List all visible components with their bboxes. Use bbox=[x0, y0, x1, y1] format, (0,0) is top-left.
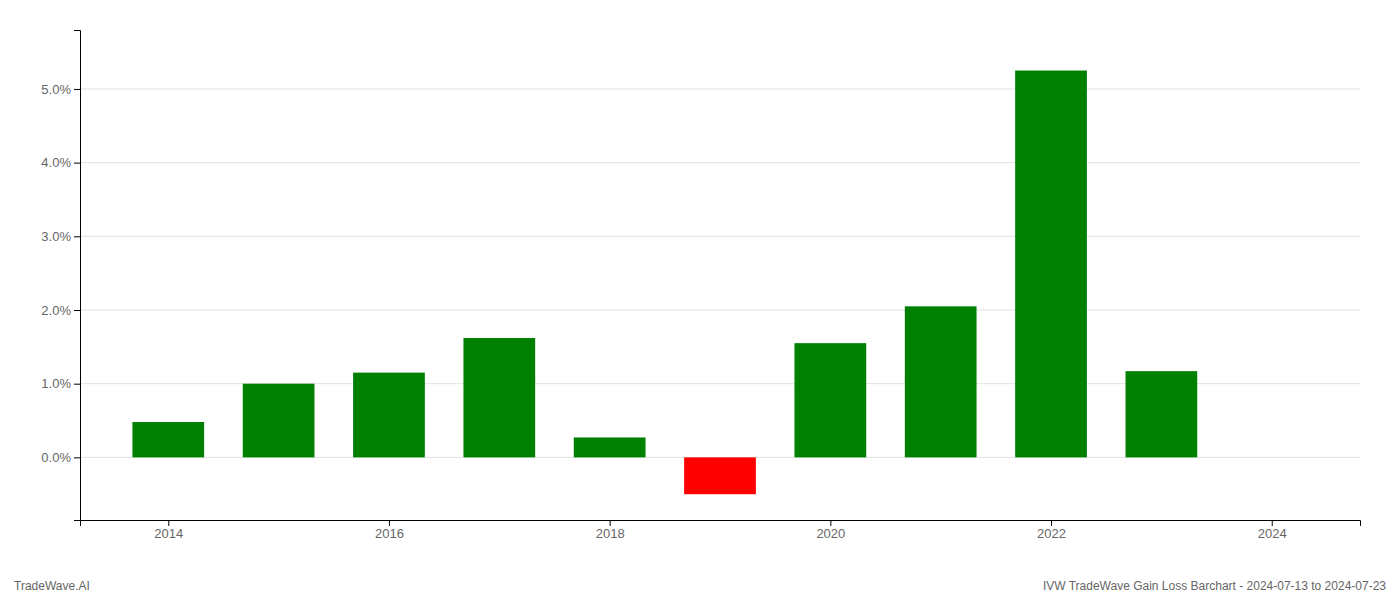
y-tick-mark bbox=[74, 236, 80, 237]
x-tick: 2024 bbox=[1258, 520, 1287, 541]
x-tick-mark bbox=[168, 520, 169, 526]
y-tick-label: 4.0% bbox=[41, 155, 71, 170]
y-tick-mark bbox=[74, 384, 80, 385]
x-tick: 2016 bbox=[375, 520, 404, 541]
x-tick-mark bbox=[610, 520, 611, 526]
bar bbox=[353, 373, 425, 458]
y-tick-mark bbox=[74, 163, 80, 164]
y-tick: 4.0% bbox=[41, 155, 80, 170]
grid-line bbox=[80, 310, 1360, 311]
y-axis-line bbox=[74, 31, 81, 521]
x-axis: 2014 2016 2018 2020 2022 2024 bbox=[81, 520, 1361, 541]
x-tick-mark bbox=[389, 520, 390, 526]
y-axis: 0.0% 1.0% 2.0% 3.0% 4.0% 5.0% bbox=[41, 31, 80, 521]
y-tick-label: 0.0% bbox=[41, 450, 71, 465]
bar bbox=[1015, 71, 1087, 458]
x-axis-line bbox=[81, 521, 1361, 527]
y-tick-mark bbox=[74, 457, 80, 458]
x-tick-label: 2022 bbox=[1037, 526, 1066, 541]
x-tick: 2022 bbox=[1037, 520, 1066, 541]
x-tick: 2014 bbox=[154, 520, 183, 541]
chart: 0.0% 1.0% 2.0% 3.0% 4.0% 5.0% 2014 2016 2018 2020… bbox=[0, 0, 1400, 600]
x-tick-mark bbox=[1272, 520, 1273, 526]
bar bbox=[905, 306, 977, 457]
bar bbox=[132, 422, 204, 457]
x-tick-label: 2024 bbox=[1258, 526, 1287, 541]
bars bbox=[132, 71, 1197, 495]
y-tick-label: 3.0% bbox=[41, 229, 71, 244]
grid-line bbox=[80, 162, 1360, 163]
y-tick-mark bbox=[74, 89, 80, 90]
bar bbox=[574, 437, 646, 457]
y-tick: 3.0% bbox=[41, 229, 80, 244]
bar bbox=[684, 457, 756, 494]
grid-line bbox=[80, 88, 1360, 89]
x-tick-label: 2018 bbox=[596, 526, 625, 541]
x-tick-mark bbox=[830, 520, 831, 526]
grid-line bbox=[80, 236, 1360, 237]
plot: 0.0% 1.0% 2.0% 3.0% 4.0% 5.0% 2014 2016 2018 2020… bbox=[41, 31, 1360, 542]
x-tick-label: 2014 bbox=[154, 526, 183, 541]
y-tick-label: 2.0% bbox=[41, 303, 71, 318]
y-tick: 5.0% bbox=[41, 82, 80, 97]
x-tick-label: 2020 bbox=[816, 526, 845, 541]
footer-right: IVW TradeWave Gain Loss Barchart - 2024-… bbox=[1043, 579, 1386, 593]
bar bbox=[243, 384, 315, 458]
y-tick-label: 5.0% bbox=[41, 82, 71, 97]
bar bbox=[1126, 371, 1198, 457]
grid bbox=[80, 89, 1360, 457]
y-tick: 2.0% bbox=[41, 303, 80, 318]
x-tick: 2020 bbox=[816, 520, 845, 541]
x-tick-label: 2016 bbox=[375, 526, 404, 541]
y-tick-mark bbox=[74, 310, 80, 311]
footer-left: TradeWave.AI bbox=[14, 579, 90, 593]
x-tick-mark bbox=[1051, 520, 1052, 526]
bar bbox=[463, 338, 535, 457]
y-tick-label: 1.0% bbox=[41, 376, 71, 391]
y-tick: 0.0% bbox=[41, 450, 80, 465]
bar bbox=[794, 343, 866, 457]
y-tick: 1.0% bbox=[41, 376, 80, 391]
x-tick: 2018 bbox=[596, 520, 625, 541]
